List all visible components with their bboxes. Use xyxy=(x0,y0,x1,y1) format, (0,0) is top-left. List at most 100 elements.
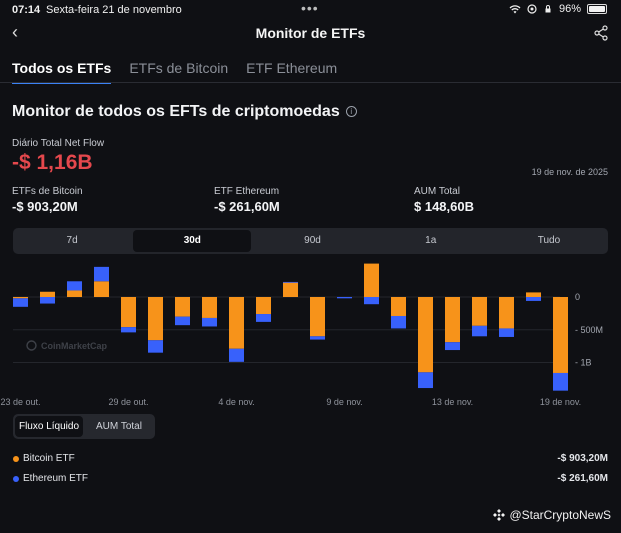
range-7d[interactable]: 7d xyxy=(66,235,78,246)
status-time: 07:14 xyxy=(12,4,41,16)
ethereum-bar xyxy=(229,348,244,362)
eth-etf-label: ETF Ethereum xyxy=(214,186,280,197)
tab-bitcoin-etfs[interactable]: ETFs de Bitcoin xyxy=(129,60,229,76)
time-range-selector: 7d 30d 90d 1a Tudo xyxy=(13,228,608,254)
range-all[interactable]: Tudo xyxy=(537,235,561,246)
x-tick-label: 9 de nov. xyxy=(326,397,362,407)
btc-etf-value: -$ 903,20M xyxy=(12,199,78,214)
legend-value-bitcoin: -$ 903,20M xyxy=(557,453,608,464)
ethereum-bar xyxy=(526,297,541,301)
bitcoin-bar xyxy=(310,297,325,337)
status-date: Sexta-feira 21 de novembro xyxy=(46,4,182,16)
ethereum-bar xyxy=(94,266,109,282)
bitcoin-bar xyxy=(13,297,28,299)
binance-logo-icon xyxy=(493,509,506,521)
ethereum-bar xyxy=(310,336,325,340)
page-title: Monitor de ETFs xyxy=(255,25,366,41)
bitcoin-bar xyxy=(283,282,298,297)
eth-etf-value: -$ 261,60M xyxy=(214,199,280,214)
back-chevron-icon[interactable]: ‹ xyxy=(12,22,18,42)
legend-label-ethereum: Ethereum ETF xyxy=(23,473,89,484)
y-tick-label: - 1B xyxy=(575,358,592,368)
daily-net-flow-label: Diário Total Net Flow xyxy=(12,138,105,149)
chart-watermark: CoinMarketCap xyxy=(26,340,107,351)
coinmarketcap-logo-icon xyxy=(26,340,37,351)
range-1y[interactable]: 1a xyxy=(425,235,437,246)
tab-ethereum-etf[interactable]: ETF Ethereum xyxy=(246,60,338,76)
bitcoin-bar xyxy=(499,297,514,329)
location-icon xyxy=(527,4,537,14)
x-tick-label: 4 de nov. xyxy=(218,397,254,407)
bitcoin-bar xyxy=(472,297,487,326)
ethereum-bar xyxy=(553,372,568,391)
legend-name-bitcoin: Bitcoin ETF xyxy=(13,453,75,464)
section-title: Monitor de todos os EFTs de criptomoedas… xyxy=(12,103,357,121)
ethereum-bar xyxy=(472,325,487,337)
legend-name-ethereum: Ethereum ETF xyxy=(13,473,88,484)
share-icon[interactable] xyxy=(593,25,609,46)
net-flow-chart[interactable]: 0 - 500M - 1B 23 de out. 29 de out. 4 de nov.… xyxy=(0,262,621,412)
bitcoin-bar xyxy=(40,291,55,297)
bitcoin-bar xyxy=(526,292,541,297)
bitcoin-bar xyxy=(418,297,433,373)
footer-credit-text: @StarCryptoNewS xyxy=(509,508,611,522)
bitcoin-bar xyxy=(67,290,82,297)
ethereum-dot-icon xyxy=(13,475,19,482)
section-title-text: Monitor de todos os EFTs de criptomoedas xyxy=(12,103,340,120)
ethereum-bar xyxy=(175,316,190,326)
multitask-dots-icon[interactable]: ••• xyxy=(301,0,319,16)
bitcoin-bar xyxy=(364,263,379,297)
footer-credit: @StarCryptoNewS xyxy=(493,508,611,522)
status-right: 96% xyxy=(509,3,607,15)
info-icon[interactable]: i xyxy=(345,106,357,118)
battery-percent: 96% xyxy=(558,3,581,15)
ethereum-bar xyxy=(499,328,514,337)
bitcoin-bar xyxy=(202,297,217,318)
ethereum-bar xyxy=(256,314,271,322)
toggle-net-flow[interactable]: Fluxo Líquido xyxy=(15,416,83,437)
bitcoin-bar xyxy=(229,297,244,349)
aum-total-value: $ 148,60B xyxy=(414,199,474,214)
bitcoin-bar xyxy=(391,297,406,316)
etf-tabs: Todos os ETFs ETFs de Bitcoin ETF Ethere… xyxy=(12,60,337,84)
lock-rotation-icon xyxy=(545,5,551,13)
tab-all-etfs[interactable]: Todos os ETFs xyxy=(12,60,112,84)
bitcoin-bar xyxy=(148,297,163,341)
legend-row-ethereum: Ethereum ETF -$ 261,60M xyxy=(13,473,608,484)
battery-icon xyxy=(587,4,607,14)
bitcoin-bar xyxy=(445,297,460,343)
watermark-text: CoinMarketCap xyxy=(41,340,108,351)
legend-row-bitcoin: Bitcoin ETF -$ 903,20M xyxy=(13,453,608,464)
chart-mode-toggle: Fluxo Líquido AUM Total xyxy=(13,414,155,439)
ethereum-bar xyxy=(445,342,460,351)
as-of-date: 19 de nov. de 2025 xyxy=(531,167,608,177)
bitcoin-bar xyxy=(256,297,271,315)
toggle-aum-total[interactable]: AUM Total xyxy=(96,421,142,432)
aum-total-label: AUM Total xyxy=(414,186,460,197)
x-tick-label: 23 de out. xyxy=(0,397,40,407)
range-90d[interactable]: 90d xyxy=(304,235,321,246)
tabs-divider xyxy=(0,82,621,83)
btc-etf-label: ETFs de Bitcoin xyxy=(12,186,83,197)
ethereum-bar xyxy=(67,281,82,291)
range-30d[interactable]: 30d xyxy=(133,230,252,252)
ethereum-bar xyxy=(337,297,352,299)
ethereum-bar xyxy=(121,327,136,333)
bitcoin-bar xyxy=(121,297,136,328)
ethereum-bar xyxy=(391,315,406,329)
x-tick-label: 29 de out. xyxy=(108,397,148,407)
ethereum-bar xyxy=(40,297,55,304)
ethereum-bar xyxy=(364,297,379,305)
y-tick-label: 0 xyxy=(575,292,580,302)
ethereum-bar xyxy=(148,340,163,353)
bitcoin-dot-icon xyxy=(13,455,19,462)
bitcoin-bar xyxy=(553,297,568,373)
wifi-icon xyxy=(509,4,521,13)
y-tick-label: - 500M xyxy=(575,325,603,335)
daily-net-flow-value: -$ 1,16B xyxy=(12,151,93,174)
ethereum-bar xyxy=(13,298,28,307)
bitcoin-bar xyxy=(94,281,109,297)
legend-value-ethereum: -$ 261,60M xyxy=(557,473,608,484)
ethereum-bar xyxy=(202,317,217,327)
legend-label-bitcoin: Bitcoin ETF xyxy=(23,453,75,464)
